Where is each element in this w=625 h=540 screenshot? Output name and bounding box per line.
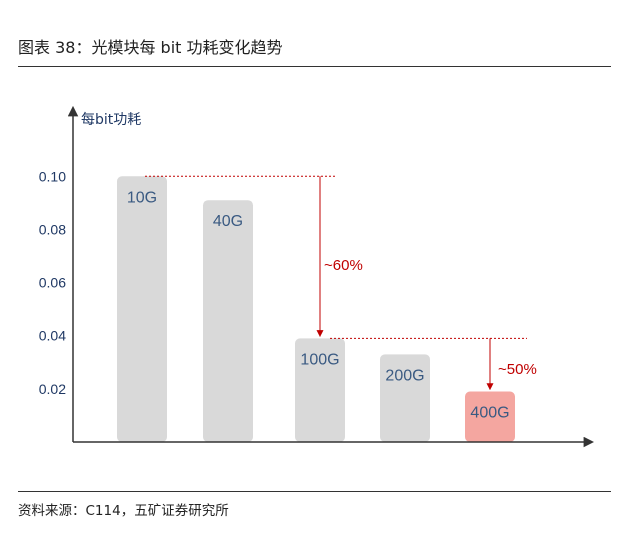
bar-label: 40G	[213, 213, 243, 230]
source-note: 资料来源：C114，五矿证券研究所	[18, 503, 229, 519]
y-tick-label: 0.10	[39, 168, 66, 184]
bar-label: 400G	[470, 405, 509, 422]
annotation-layer: ~60% ~50%	[145, 175, 537, 391]
bar-label: 100G	[300, 351, 339, 368]
y-tick-label: 0.06	[39, 275, 66, 291]
source-divider	[18, 491, 611, 492]
y-axis-title: 每bit功耗	[81, 112, 141, 128]
bar-label: 10G	[127, 189, 157, 206]
bar-200g	[380, 354, 430, 442]
bar-400g	[465, 391, 515, 442]
bar-100g	[295, 338, 345, 442]
bars-layer: 10G 40G 100G 200G 400G	[117, 176, 515, 443]
bar-10g	[117, 176, 167, 443]
annotation-label: ~60%	[324, 257, 363, 274]
annotation-label: ~50%	[498, 361, 537, 378]
y-tick-label: 0.04	[39, 328, 66, 344]
y-ticks: 0.02 0.04 0.06 0.08 0.10	[39, 168, 66, 397]
y-tick-label: 0.02	[39, 381, 66, 397]
bar-40g	[203, 200, 253, 442]
bar-label: 200G	[385, 367, 424, 384]
title-divider	[18, 66, 611, 67]
y-tick-label: 0.08	[39, 221, 66, 237]
figure-title: 图表 38：光模块每 bit 功耗变化趋势	[18, 38, 283, 57]
